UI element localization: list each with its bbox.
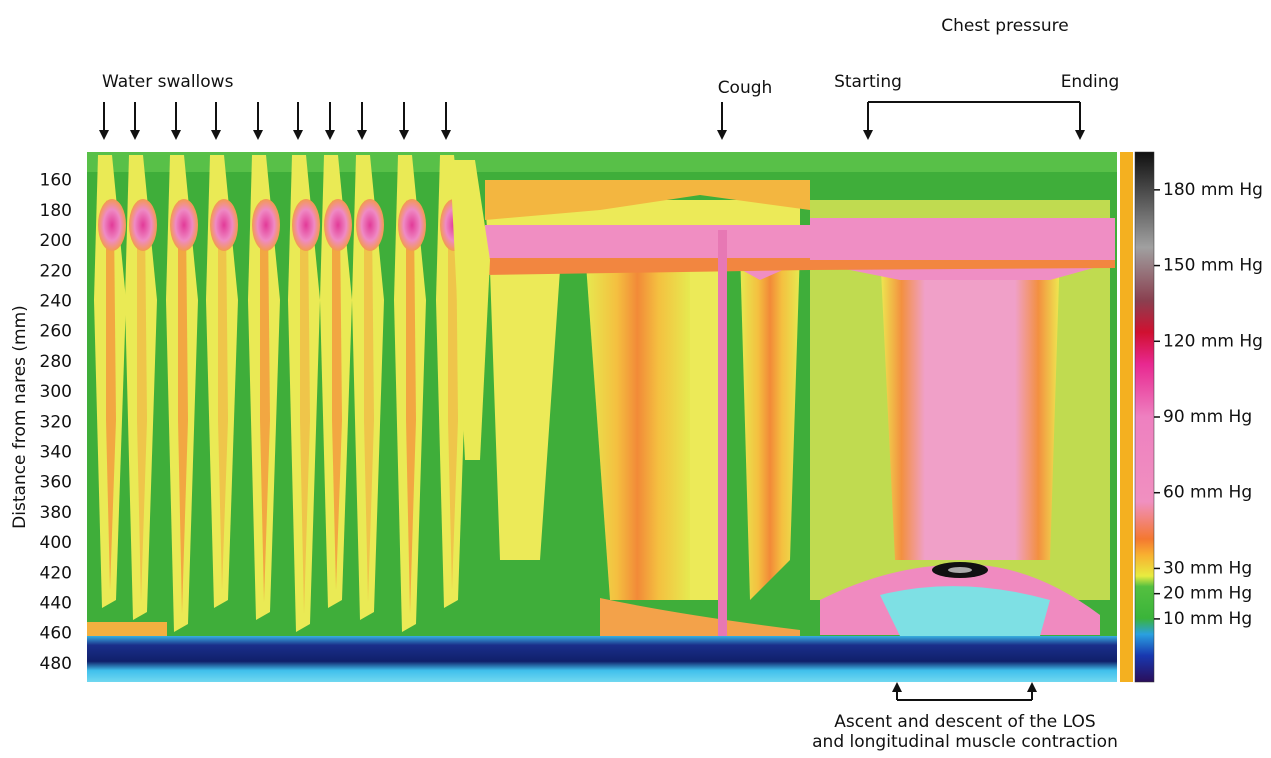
heatmap	[87, 152, 1117, 682]
chart: Chest pressure Water swallows Cough Star…	[0, 0, 1271, 758]
colorbar-tick-label: 20 mm Hg	[1163, 584, 1252, 604]
y-tick-label: 280	[40, 352, 72, 372]
pressure-blob	[98, 199, 126, 251]
arrowhead	[99, 130, 109, 140]
y-tick-label: 200	[40, 231, 72, 251]
colorbar	[1135, 152, 1154, 682]
y-tick-label: 160	[40, 171, 72, 191]
y-tick-label: 380	[40, 503, 72, 523]
pressure-blob	[292, 199, 320, 251]
arrowhead	[171, 130, 181, 140]
y-tick-label: 460	[40, 624, 72, 644]
y-axis-label: Distance from nares (mm)	[10, 305, 30, 529]
arrowhead	[441, 130, 451, 140]
colorbar-tick-label: 180 mm Hg	[1163, 180, 1263, 200]
y-tick-label: 180	[40, 201, 72, 221]
arrowhead	[1027, 682, 1037, 692]
y-tick-label: 400	[40, 533, 72, 553]
annotation: Starting	[834, 72, 902, 92]
colorbar-tick-label: 10 mm Hg	[1163, 609, 1252, 629]
arrowhead	[293, 130, 303, 140]
arrowhead	[253, 130, 263, 140]
y-tick-label: 240	[40, 291, 72, 311]
pressure-blob	[252, 199, 280, 251]
arrowhead	[1075, 130, 1085, 140]
pressure-blob	[324, 199, 352, 251]
annotation: Water swallows	[102, 72, 234, 92]
y-tick-label: 480	[40, 654, 72, 674]
colorbar-tick-label: 120 mm Hg	[1163, 331, 1263, 351]
annotation: and longitudinal muscle contraction	[812, 732, 1118, 752]
colorbar-tick-label: 30 mm Hg	[1163, 558, 1252, 578]
y-tick-label: 360	[40, 473, 72, 493]
y-tick-label: 220	[40, 261, 72, 281]
arrowhead	[863, 130, 873, 140]
colorbar-tick-label: 60 mm Hg	[1163, 483, 1252, 503]
arrowhead	[130, 130, 140, 140]
pressure-blob	[210, 199, 238, 251]
y-tick-label: 420	[40, 563, 72, 583]
arrowhead	[892, 682, 902, 692]
pressure-blob	[398, 199, 426, 251]
annotation: Ending	[1061, 72, 1120, 92]
y-tick-label: 320	[40, 412, 72, 432]
colorbar-tick-label: 150 mm Hg	[1163, 256, 1263, 276]
arrowhead	[211, 130, 221, 140]
arrowhead	[717, 130, 727, 140]
annotation: Cough	[718, 78, 773, 98]
pressure-blob	[129, 199, 157, 251]
arrowhead	[325, 130, 335, 140]
y-tick-label: 300	[40, 382, 72, 402]
y-tick-label: 440	[40, 593, 72, 613]
annotation: Ascent and descent of the LOS	[834, 712, 1095, 732]
arrowhead	[357, 130, 367, 140]
y-tick-label: 340	[40, 442, 72, 462]
colorbar-edge	[1120, 152, 1133, 682]
pressure-blob	[356, 199, 384, 251]
pressure-blob	[170, 199, 198, 251]
annotation: Chest pressure	[941, 16, 1068, 36]
arrowhead	[399, 130, 409, 140]
y-tick-label: 260	[40, 322, 72, 342]
colorbar-tick-label: 90 mm Hg	[1163, 407, 1252, 427]
